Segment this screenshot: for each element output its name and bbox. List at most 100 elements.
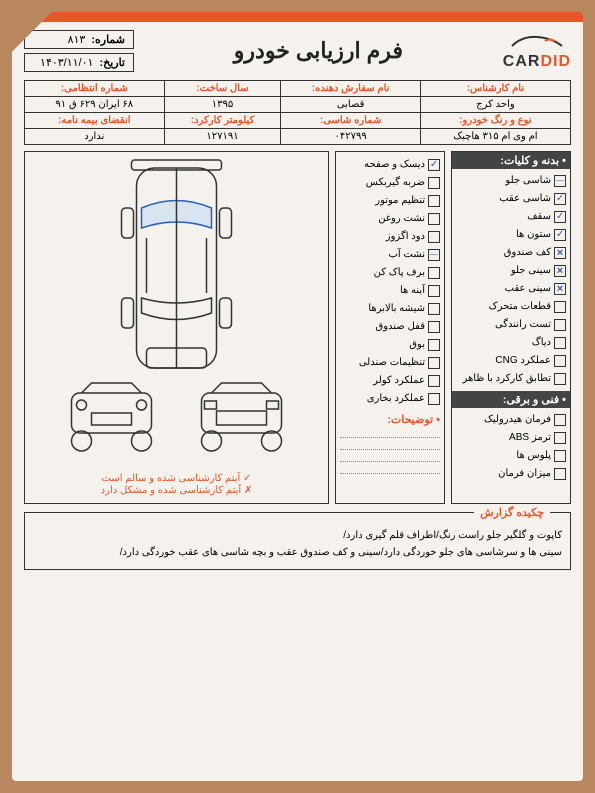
checkbox-icon	[554, 450, 566, 462]
checklist-row: سینی عقب	[456, 280, 566, 297]
checklist-label: ستون ها	[516, 229, 551, 240]
info-table: نام کارشناس:نام سفارش دهنده:سال ساخت:شما…	[24, 80, 571, 145]
checkbox-icon	[554, 229, 566, 241]
checklist-label: سقف	[527, 211, 551, 222]
checklist-row: ضربه گیربکس	[340, 174, 440, 191]
info-value: قصابی	[281, 97, 420, 113]
notes-title: • توضیحات:	[340, 413, 440, 426]
checklist-row: تنظیم موتور	[340, 192, 440, 209]
checklist-row: شاسی جلو	[456, 172, 566, 189]
brand-did: DID	[540, 53, 571, 70]
checklist-row: شیشه بالابرها	[340, 300, 440, 317]
info-value: ام وی ام ۳۱۵ هاچبک	[420, 129, 570, 145]
checklist-row: میزان فرمان	[456, 465, 566, 482]
checklist-label: دیاگ	[532, 337, 551, 348]
checklist-label: نشت روغن	[378, 213, 425, 224]
body-general-column: • بدنه و کلیات: شاسی جلو شاسی عقب سقف ستون …	[451, 151, 571, 504]
checklist-label: عملکرد CNG	[495, 355, 551, 366]
checkbox-icon	[554, 265, 566, 277]
checklist-label: شاسی جلو	[505, 175, 551, 186]
summary-box: چکیده گزارش کاپوت و گلگیر جلو راست رنگ/ا…	[24, 512, 571, 570]
checklist-row: ستون ها	[456, 226, 566, 243]
checkbox-icon	[554, 414, 566, 426]
summary-line-1: کاپوت و گلگیر جلو راست رنگ/اطراف قلم گیر…	[33, 527, 562, 544]
main-columns: • بدنه و کلیات: شاسی جلو شاسی عقب سقف ستون …	[24, 151, 571, 504]
checklist-row: عملکرد بخاری	[340, 390, 440, 407]
checkbox-icon	[554, 211, 566, 223]
info-header: شماره شاسی:	[281, 113, 420, 129]
checklist-label: پلوس ها	[516, 450, 551, 461]
checklist-row: فرمان هیدرولیک	[456, 411, 566, 428]
checkbox-icon	[428, 267, 440, 279]
info-value: ۱۳۹۵	[164, 97, 281, 113]
checklist-label: کف صندوق	[504, 247, 551, 258]
info-header: نوع و رنگ خودرو:	[420, 113, 570, 129]
checkbox-icon	[554, 283, 566, 295]
checkbox-icon	[428, 231, 440, 243]
summary-title: چکیده گزارش	[474, 504, 550, 523]
header-row: CARDID فرم ارزیابی خودرو شماره: ۸۱۳ تاری…	[24, 30, 571, 72]
checklist-label: شاسی عقب	[499, 193, 551, 204]
info-header: کیلومتر کارکرد:	[164, 113, 281, 129]
checkbox-icon	[428, 357, 440, 369]
checklist-label: عملکرد بخاری	[367, 393, 425, 404]
car-silhouette-icon	[507, 31, 567, 53]
checklist-row: قفل صندوق	[340, 318, 440, 335]
checklist-label: نشت آب	[389, 249, 426, 260]
checkbox-icon	[554, 175, 566, 187]
info-header: انقضای بیمه نامه:	[25, 113, 165, 129]
checklist-row: دود اگزوز	[340, 228, 440, 245]
checklist-label: سینی عقب	[505, 283, 551, 294]
checklist-row: برف پاک کن	[340, 264, 440, 281]
brand-text: CARDID	[503, 53, 571, 71]
checklist-row: ترمز ABS	[456, 429, 566, 446]
checkbox-icon	[554, 373, 566, 385]
checkbox-icon	[554, 247, 566, 259]
mechanical-column: دیسک و صفحه ضربه گیربکستنظیم موتور نشت روغ…	[335, 151, 445, 504]
notes-line	[340, 440, 440, 450]
car-diagram-column: ✓ آیتم کارشناسی شده و سالم است ✗ آیتم کا…	[24, 151, 329, 504]
checkbox-icon	[428, 339, 440, 351]
checklist-label: بوق	[409, 339, 425, 350]
checklist-label: میزان فرمان	[498, 468, 551, 479]
top-accent-band	[12, 12, 583, 22]
checkbox-icon	[428, 375, 440, 387]
checkbox-icon	[554, 468, 566, 480]
checklist-label: عملکرد کولر	[373, 375, 425, 386]
checklist-label: دیسک و صفحه	[364, 159, 425, 170]
checklist-row: شاسی عقب	[456, 190, 566, 207]
notes-line	[340, 428, 440, 438]
checklist-row: نشت روغن	[340, 210, 440, 227]
info-header: نام کارشناس:	[420, 81, 570, 97]
checkbox-icon	[428, 285, 440, 297]
checklist-row: قطعات متحرک	[456, 298, 566, 315]
checklist-label: تنظیمات صندلی	[359, 357, 425, 368]
section-tech-title: • فنی و برقی:	[452, 391, 570, 408]
summary-line-2: سینی ها و سرشاسی های جلو خوردگی دارد/سین…	[33, 544, 562, 561]
legend: ✓ آیتم کارشناسی شده و سالم است ✗ آیتم کا…	[31, 472, 322, 497]
legend-ok: ✓ آیتم کارشناسی شده و سالم است	[31, 473, 322, 484]
legend-bad: ✗ آیتم کارشناسی شده و مشکل دارد	[31, 485, 322, 496]
checkbox-icon	[428, 177, 440, 189]
checklist-row: دیاگ	[456, 334, 566, 351]
checklist-row: آینه ها	[340, 282, 440, 299]
checkbox-icon	[428, 159, 440, 171]
info-value: ۱۲۷۱۹۱	[164, 129, 281, 145]
info-header: نام سفارش دهنده:	[281, 81, 420, 97]
checklist-row: تنظیمات صندلی	[340, 354, 440, 371]
checklist-row: پلوس ها	[456, 447, 566, 464]
checklist-row: سینی جلو	[456, 262, 566, 279]
checkbox-icon	[428, 303, 440, 315]
brand-car: CAR	[503, 53, 541, 70]
info-header: شماره انتظامی:	[25, 81, 165, 97]
checkbox-icon	[428, 393, 440, 405]
info-header: سال ساخت:	[164, 81, 281, 97]
checklist-row: تست رانندگی	[456, 316, 566, 333]
section-body-title: • بدنه و کلیات:	[452, 152, 570, 169]
checklist-label: قطعات متحرک	[489, 301, 551, 312]
checkbox-icon	[428, 321, 440, 333]
checklist-label: دود اگزوز	[386, 231, 425, 242]
checklist-row: بوق	[340, 336, 440, 353]
form-date-box: تاریخ: ۱۴۰۳/۱۱/۰۱	[24, 53, 134, 72]
checklist-row: تطابق کارکرد با ظاهر	[456, 370, 566, 387]
